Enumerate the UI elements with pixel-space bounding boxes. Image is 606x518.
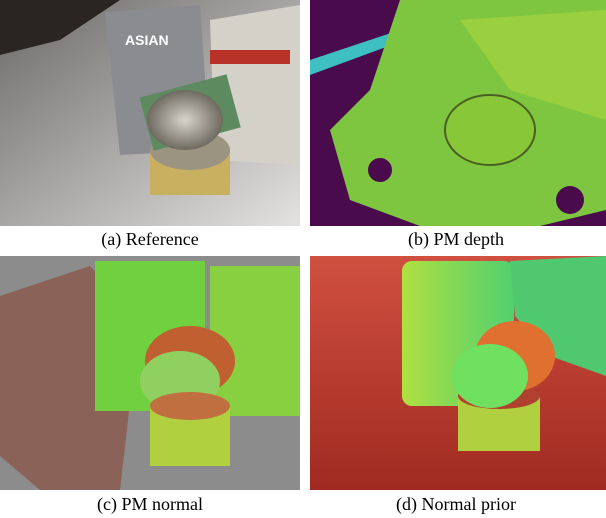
caption: (b) PM depth <box>306 229 606 250</box>
caption: (d) Normal prior <box>306 494 606 515</box>
normal-prior-image <box>310 256 606 490</box>
depth-image <box>310 0 606 226</box>
svg-text:ASIAN: ASIAN <box>125 32 169 48</box>
pm-normal-image <box>0 256 300 490</box>
reference-image: ASIAN <box>0 0 300 226</box>
caption: (a) Reference <box>0 229 300 250</box>
figure-page: ASIAN (a) Reference (b) PM depth (c) PM … <box>0 0 606 518</box>
caption: (c) PM normal <box>0 494 300 515</box>
